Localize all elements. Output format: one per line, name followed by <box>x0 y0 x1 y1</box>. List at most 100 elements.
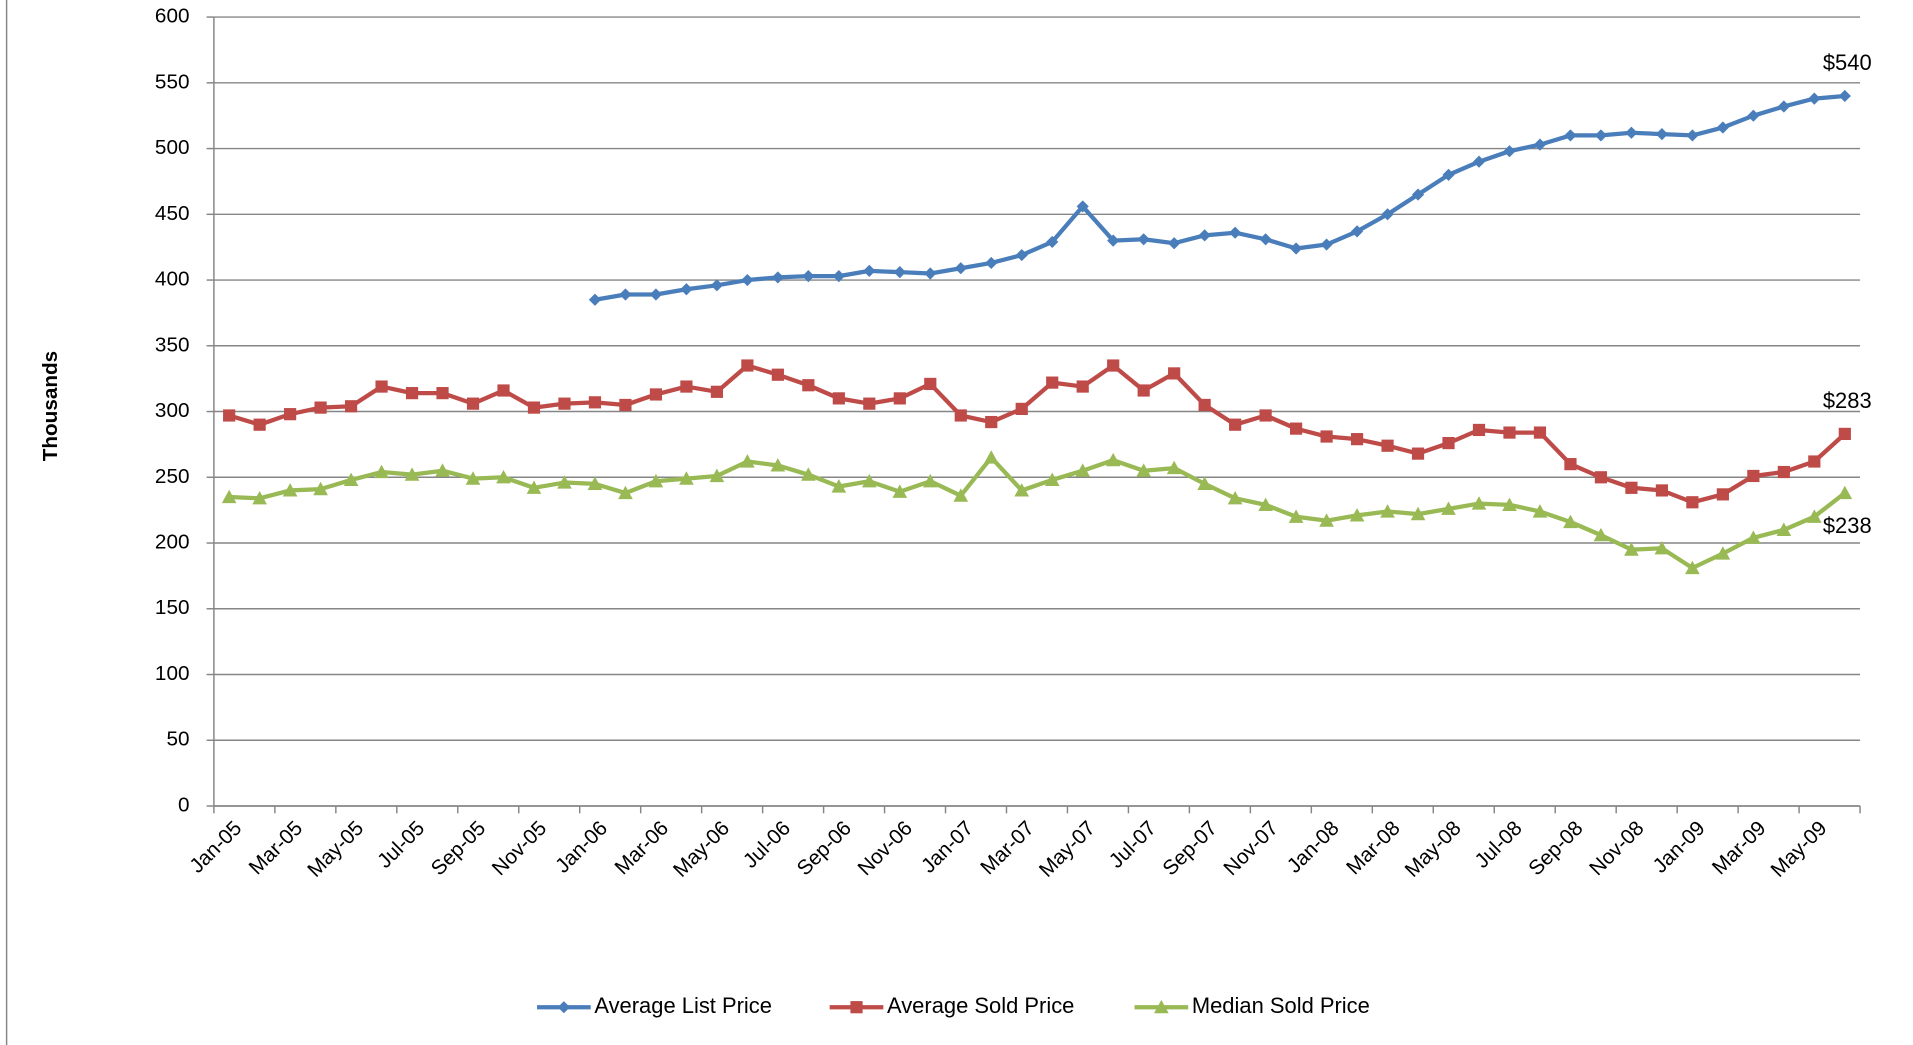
marker <box>1259 233 1272 246</box>
y-tick-label: 550 <box>155 70 190 93</box>
marker <box>924 267 937 280</box>
marker <box>1808 455 1821 468</box>
y-tick-label: 200 <box>155 530 190 553</box>
marker <box>314 401 327 414</box>
marker <box>619 398 632 412</box>
x-tick-label: Mar-06 <box>610 817 673 880</box>
marker <box>1137 233 1150 246</box>
marker <box>861 473 877 488</box>
marker <box>1105 452 1121 467</box>
marker <box>741 359 754 372</box>
marker <box>1563 514 1578 529</box>
marker <box>1776 522 1792 536</box>
marker <box>1107 359 1120 372</box>
marker <box>1259 409 1272 422</box>
marker <box>1044 472 1060 487</box>
marker <box>282 483 298 497</box>
marker <box>953 488 969 502</box>
x-tick-label: Nov-08 <box>1585 817 1648 880</box>
x-tick-label: Jan-08 <box>1283 817 1344 878</box>
x-tick-label: May-08 <box>1401 817 1466 882</box>
marker <box>1320 238 1333 251</box>
marker <box>1075 463 1091 477</box>
x-tick-label: Nov-06 <box>853 817 916 880</box>
marker <box>863 264 876 277</box>
chart-border <box>5 0 8 1045</box>
marker <box>1532 504 1548 518</box>
marker <box>496 469 511 484</box>
marker <box>1716 488 1729 501</box>
x-tick-label: Sep-05 <box>427 817 491 881</box>
marker <box>343 472 359 487</box>
legend-marker <box>1154 999 1169 1014</box>
marker <box>223 409 236 422</box>
marker <box>1777 465 1790 479</box>
marker <box>1442 436 1455 450</box>
marker <box>1564 458 1577 471</box>
marker <box>1076 200 1089 213</box>
x-tick-label: Mar-08 <box>1342 817 1405 880</box>
y-tick-label: 450 <box>155 202 190 225</box>
marker <box>801 467 816 481</box>
marker <box>1686 496 1699 509</box>
marker <box>1350 225 1364 238</box>
marker <box>832 392 845 405</box>
x-tick-label: Mar-07 <box>976 817 1039 880</box>
marker <box>831 479 847 493</box>
marker <box>1350 433 1364 446</box>
marker <box>892 484 908 498</box>
marker <box>1685 560 1700 575</box>
marker <box>1442 168 1455 181</box>
marker <box>1014 483 1030 497</box>
marker <box>466 397 480 410</box>
marker <box>375 380 388 393</box>
marker <box>1837 485 1853 500</box>
x-tick-label: May-07 <box>1035 817 1100 882</box>
x-tick-label: May-09 <box>1766 817 1831 882</box>
y-tick-label: 400 <box>155 268 190 291</box>
marker <box>802 379 815 392</box>
y-tick-label: 100 <box>155 662 190 685</box>
marker <box>1594 471 1608 484</box>
marker <box>1411 188 1425 201</box>
marker <box>1472 423 1486 437</box>
marker <box>497 384 510 397</box>
marker <box>985 256 998 270</box>
marker <box>1746 530 1761 544</box>
marker <box>435 463 450 477</box>
x-tick-label: Nov-05 <box>488 817 551 880</box>
marker <box>740 454 755 468</box>
marker <box>344 400 358 413</box>
marker <box>1625 481 1638 494</box>
marker <box>710 279 723 292</box>
data-label: $283 <box>1823 388 1872 413</box>
marker <box>436 387 449 400</box>
marker <box>1289 242 1303 255</box>
marker <box>1441 501 1456 515</box>
marker <box>985 415 998 429</box>
marker <box>1533 426 1547 439</box>
marker <box>1320 430 1333 443</box>
marker <box>1137 384 1150 397</box>
marker <box>1168 237 1181 250</box>
marker <box>619 288 632 301</box>
marker <box>465 471 481 485</box>
legend: Average List Price Average Sold Price Medi… <box>537 993 1370 1018</box>
marker <box>1502 497 1517 511</box>
y-tick-label: 0 <box>178 793 190 816</box>
marker <box>954 409 967 422</box>
marker <box>709 468 725 483</box>
data-label: $238 <box>1823 513 1872 538</box>
marker <box>1258 497 1273 511</box>
marker <box>741 273 754 287</box>
x-tick-label: May-05 <box>303 817 368 882</box>
marker <box>404 467 420 481</box>
y-tick-label: 350 <box>155 333 190 356</box>
marker <box>1564 129 1577 142</box>
x-tick-label: Mar-09 <box>1708 817 1771 880</box>
data-label: $540 <box>1823 50 1872 75</box>
marker <box>588 293 602 306</box>
marker <box>1838 427 1851 440</box>
marker <box>710 385 723 398</box>
marker <box>649 288 663 301</box>
